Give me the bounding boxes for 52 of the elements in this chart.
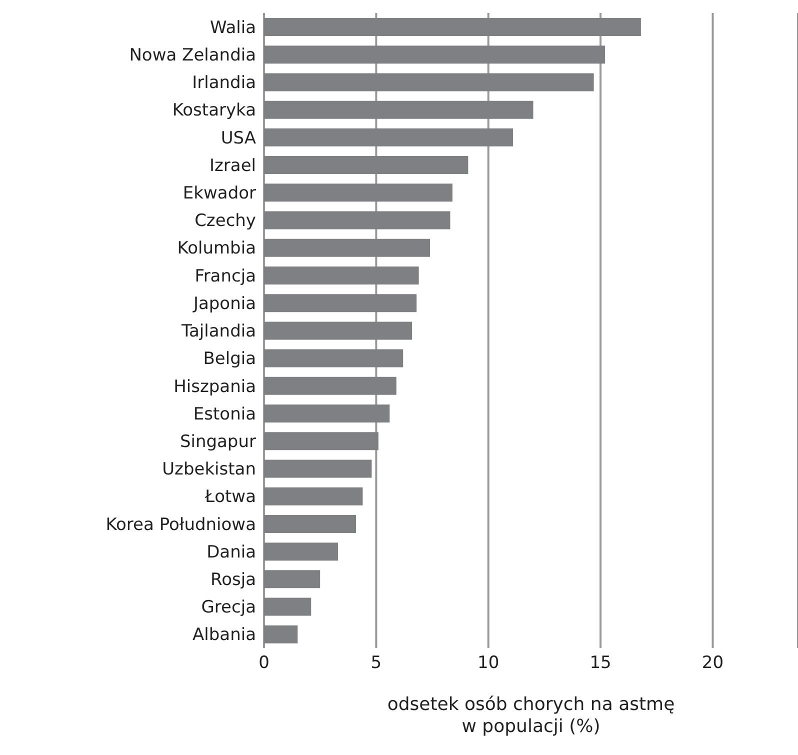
y-tick-label: Walia <box>210 18 256 38</box>
y-tick-label: Singapur <box>180 432 256 452</box>
y-tick-label: Nowa Zelandia <box>129 45 256 66</box>
y-tick-label: Kolumbia <box>177 238 256 259</box>
bar <box>264 349 404 368</box>
y-tick-label: Kostaryka <box>172 100 256 121</box>
bar <box>264 46 606 64</box>
bar <box>264 542 338 561</box>
y-tick-label: Uzbekistan <box>162 460 256 480</box>
bar <box>264 156 468 174</box>
y-tick-label: Izrael <box>209 156 256 176</box>
y-tick-label: Albania <box>192 625 256 646</box>
x-tick-label: 15 <box>590 653 612 674</box>
y-tick-label: Ekwador <box>182 183 256 204</box>
bar <box>264 570 320 588</box>
bar <box>264 73 594 92</box>
y-tick-label: USA <box>220 128 256 148</box>
y-tick-label: Czechy <box>194 211 256 232</box>
bar <box>264 100 534 119</box>
bar <box>264 266 419 284</box>
x-axis-title: odsetek osób chorych na astmę w populacji (%) <box>387 694 675 737</box>
y-tick-label: Francja <box>194 266 256 286</box>
bar <box>264 18 641 36</box>
bar <box>264 322 412 340</box>
bar <box>264 184 452 202</box>
x-tick-label: 20 <box>702 653 724 674</box>
bar <box>264 460 372 478</box>
bar <box>264 487 363 506</box>
y-tick-label: Grecja <box>201 598 256 618</box>
y-tick-label: Rosja <box>210 570 256 590</box>
bar <box>264 376 396 395</box>
bar <box>264 514 356 533</box>
y-tick-label: Irlandia <box>192 73 256 94</box>
bar <box>264 294 417 312</box>
bar <box>264 404 390 423</box>
bar <box>264 625 298 644</box>
bar <box>264 598 312 616</box>
bar <box>264 211 450 230</box>
y-tick-label: Japonia <box>192 294 256 314</box>
bar <box>264 432 378 450</box>
y-tick-label: Hiszpania <box>174 376 256 397</box>
x-tick-label: 10 <box>478 653 500 674</box>
y-tick-label: Dania <box>206 542 256 562</box>
y-tick-label: Korea Południowa <box>106 514 256 535</box>
y-tick-label: Estonia <box>193 404 256 424</box>
y-tick-label: Łotwa <box>204 487 256 508</box>
x-tick-label: 0 <box>258 653 270 674</box>
x-tick-label: 5 <box>370 653 382 674</box>
bar <box>264 238 430 257</box>
y-tick-label: Belgia <box>203 349 256 370</box>
y-tick-label: Tajlandia <box>180 322 256 342</box>
bar <box>264 128 514 146</box>
